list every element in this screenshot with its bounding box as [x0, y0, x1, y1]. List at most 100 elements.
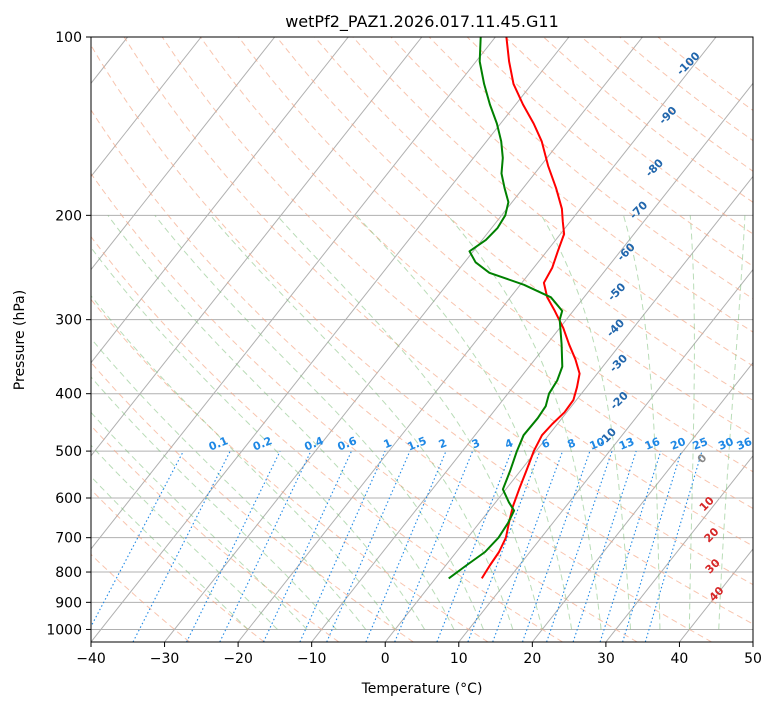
moist-adiabat-line: [91, 246, 426, 630]
x-tick-label: 50: [744, 651, 762, 667]
isotherm-line: [384, 175, 753, 642]
mixing-ratio-line: [644, 450, 703, 642]
mixing-ratio-label: 16: [643, 435, 662, 453]
mixing-ratio-label: 20: [669, 435, 688, 453]
mixing-ratio-line: [263, 450, 352, 642]
isotherm-line: [91, 37, 496, 550]
moist-adiabat-line: [623, 215, 661, 630]
moist-adiabat-line: [355, 214, 573, 630]
isotherm-line: [531, 361, 753, 642]
x-axis: −40 −30 −20 −10 0 10 20 30 40 50: [76, 642, 762, 667]
x-tick-label: 40: [671, 651, 689, 667]
moist-adiabat-line: [91, 295, 396, 630]
dry-adiabat-line: [91, 172, 638, 642]
x-tick-label: −20: [223, 651, 253, 667]
mixing-ratio-label: 1: [382, 436, 394, 451]
dry-adiabat-line: [199, 37, 753, 510]
dewpoint-profile-line: [448, 37, 564, 580]
moist-adiabat-line: [91, 444, 278, 630]
x-axis-label: Temperature (°C): [361, 681, 483, 697]
mixing-ratio-label: 36: [735, 435, 754, 453]
y-tick-label: 200: [55, 208, 82, 224]
mixing-ratio-label: 2: [437, 436, 449, 451]
dry-adiabat-line: [314, 37, 753, 402]
dry-adiabat-line: [91, 298, 489, 642]
isotherm-line: [164, 37, 643, 642]
y-axis-label: Pressure (hPa): [12, 290, 28, 390]
series-lines: [448, 37, 581, 580]
mixing-ratio-line: [219, 450, 312, 642]
mixing-ratio-line: [492, 450, 564, 642]
y-tick-label: 100: [55, 30, 82, 46]
plot-background: [91, 37, 753, 642]
dry-adiabat-line: [91, 44, 753, 625]
isotherm-line: [237, 37, 717, 642]
mixing-ratio-line: [546, 450, 613, 642]
y-tick-label: 600: [55, 491, 82, 507]
isotherm-line: [91, 37, 570, 642]
y-tick-label: 700: [55, 531, 82, 547]
moist-adiabat-line: [718, 215, 746, 630]
dry-adiabat-line: [91, 235, 563, 642]
moist-adiabat-line: [540, 215, 631, 630]
moist-adiabat-line: [276, 214, 543, 630]
isotherm-line: [91, 37, 423, 457]
chart-title: wetPf2_PAZ1.2026.017.11.45.G11: [285, 12, 559, 32]
x-tick-label: −30: [150, 651, 180, 667]
x-tick-label: 20: [523, 651, 541, 667]
isotherm-line: [458, 268, 753, 642]
moist-adiabat-line: [91, 411, 308, 630]
moist-adiabat-line: [154, 214, 484, 630]
dry-adiabat-line: [91, 361, 414, 642]
y-tick-label: 1000: [46, 622, 82, 638]
mixing-ratio-line: [521, 450, 591, 642]
isotherm-line: [91, 37, 349, 364]
mixing-ratio-line: [572, 450, 637, 642]
dry-adiabat-line: [276, 37, 753, 437]
background-lines: [91, 37, 753, 642]
mixing-ratio-line: [365, 450, 447, 642]
dry-adiabat-line: [390, 37, 753, 333]
dry-adiabat-line: [91, 553, 190, 642]
dry-adiabat-line: [123, 37, 753, 586]
isotherm-line: [752, 641, 753, 642]
dry-adiabat-line: [161, 37, 753, 547]
moist-adiabat-line: [447, 214, 602, 630]
moist-adiabat-line: [107, 215, 455, 630]
moist-adiabat-line: [91, 475, 249, 630]
dry-adiabat-line: [352, 37, 753, 367]
y-tick-label: 300: [55, 313, 82, 329]
moist-adiabat-line: [210, 214, 514, 630]
mixing-ratio-label: 8: [565, 436, 577, 451]
mixing-ratio-line: [186, 450, 281, 642]
y-axis: 100 200 300 400 500 600 700 800 900 1000: [46, 30, 91, 638]
mixing-ratio-label: 30: [716, 435, 735, 453]
mixing-ratio-label: 10: [588, 435, 607, 453]
x-tick-label: 10: [450, 651, 468, 667]
x-tick-label: 30: [597, 651, 615, 667]
x-tick-label: −10: [297, 651, 327, 667]
temperature-profile-line: [480, 37, 581, 579]
dry-adiabat-line: [91, 424, 340, 642]
mixing-ratio-line: [299, 450, 386, 642]
isotherm-line: [311, 82, 753, 642]
moist-adiabat-line: [91, 376, 337, 630]
x-tick-label: −40: [76, 651, 106, 667]
dry-adiabat-line: [91, 109, 712, 642]
isotherm-line: [605, 454, 753, 642]
moist-adiabat-line: [688, 215, 695, 630]
mixing-ratio-line: [599, 450, 662, 642]
mixing-ratio-line: [622, 450, 682, 642]
x-tick-label: 0: [381, 651, 390, 667]
y-tick-label: 900: [55, 595, 82, 611]
mixing-ratio-label: 13: [617, 435, 636, 453]
mixing-ratio-label: 3: [470, 436, 482, 451]
mixing-ratio-label: 25: [691, 435, 710, 453]
y-tick-label: 800: [55, 565, 82, 581]
y-tick-label: 400: [55, 387, 82, 403]
mixing-ratio-line: [326, 450, 411, 642]
plot-frame: [90, 36, 754, 643]
y-tick-label: 500: [55, 444, 82, 460]
isotherm-line: [91, 37, 202, 178]
